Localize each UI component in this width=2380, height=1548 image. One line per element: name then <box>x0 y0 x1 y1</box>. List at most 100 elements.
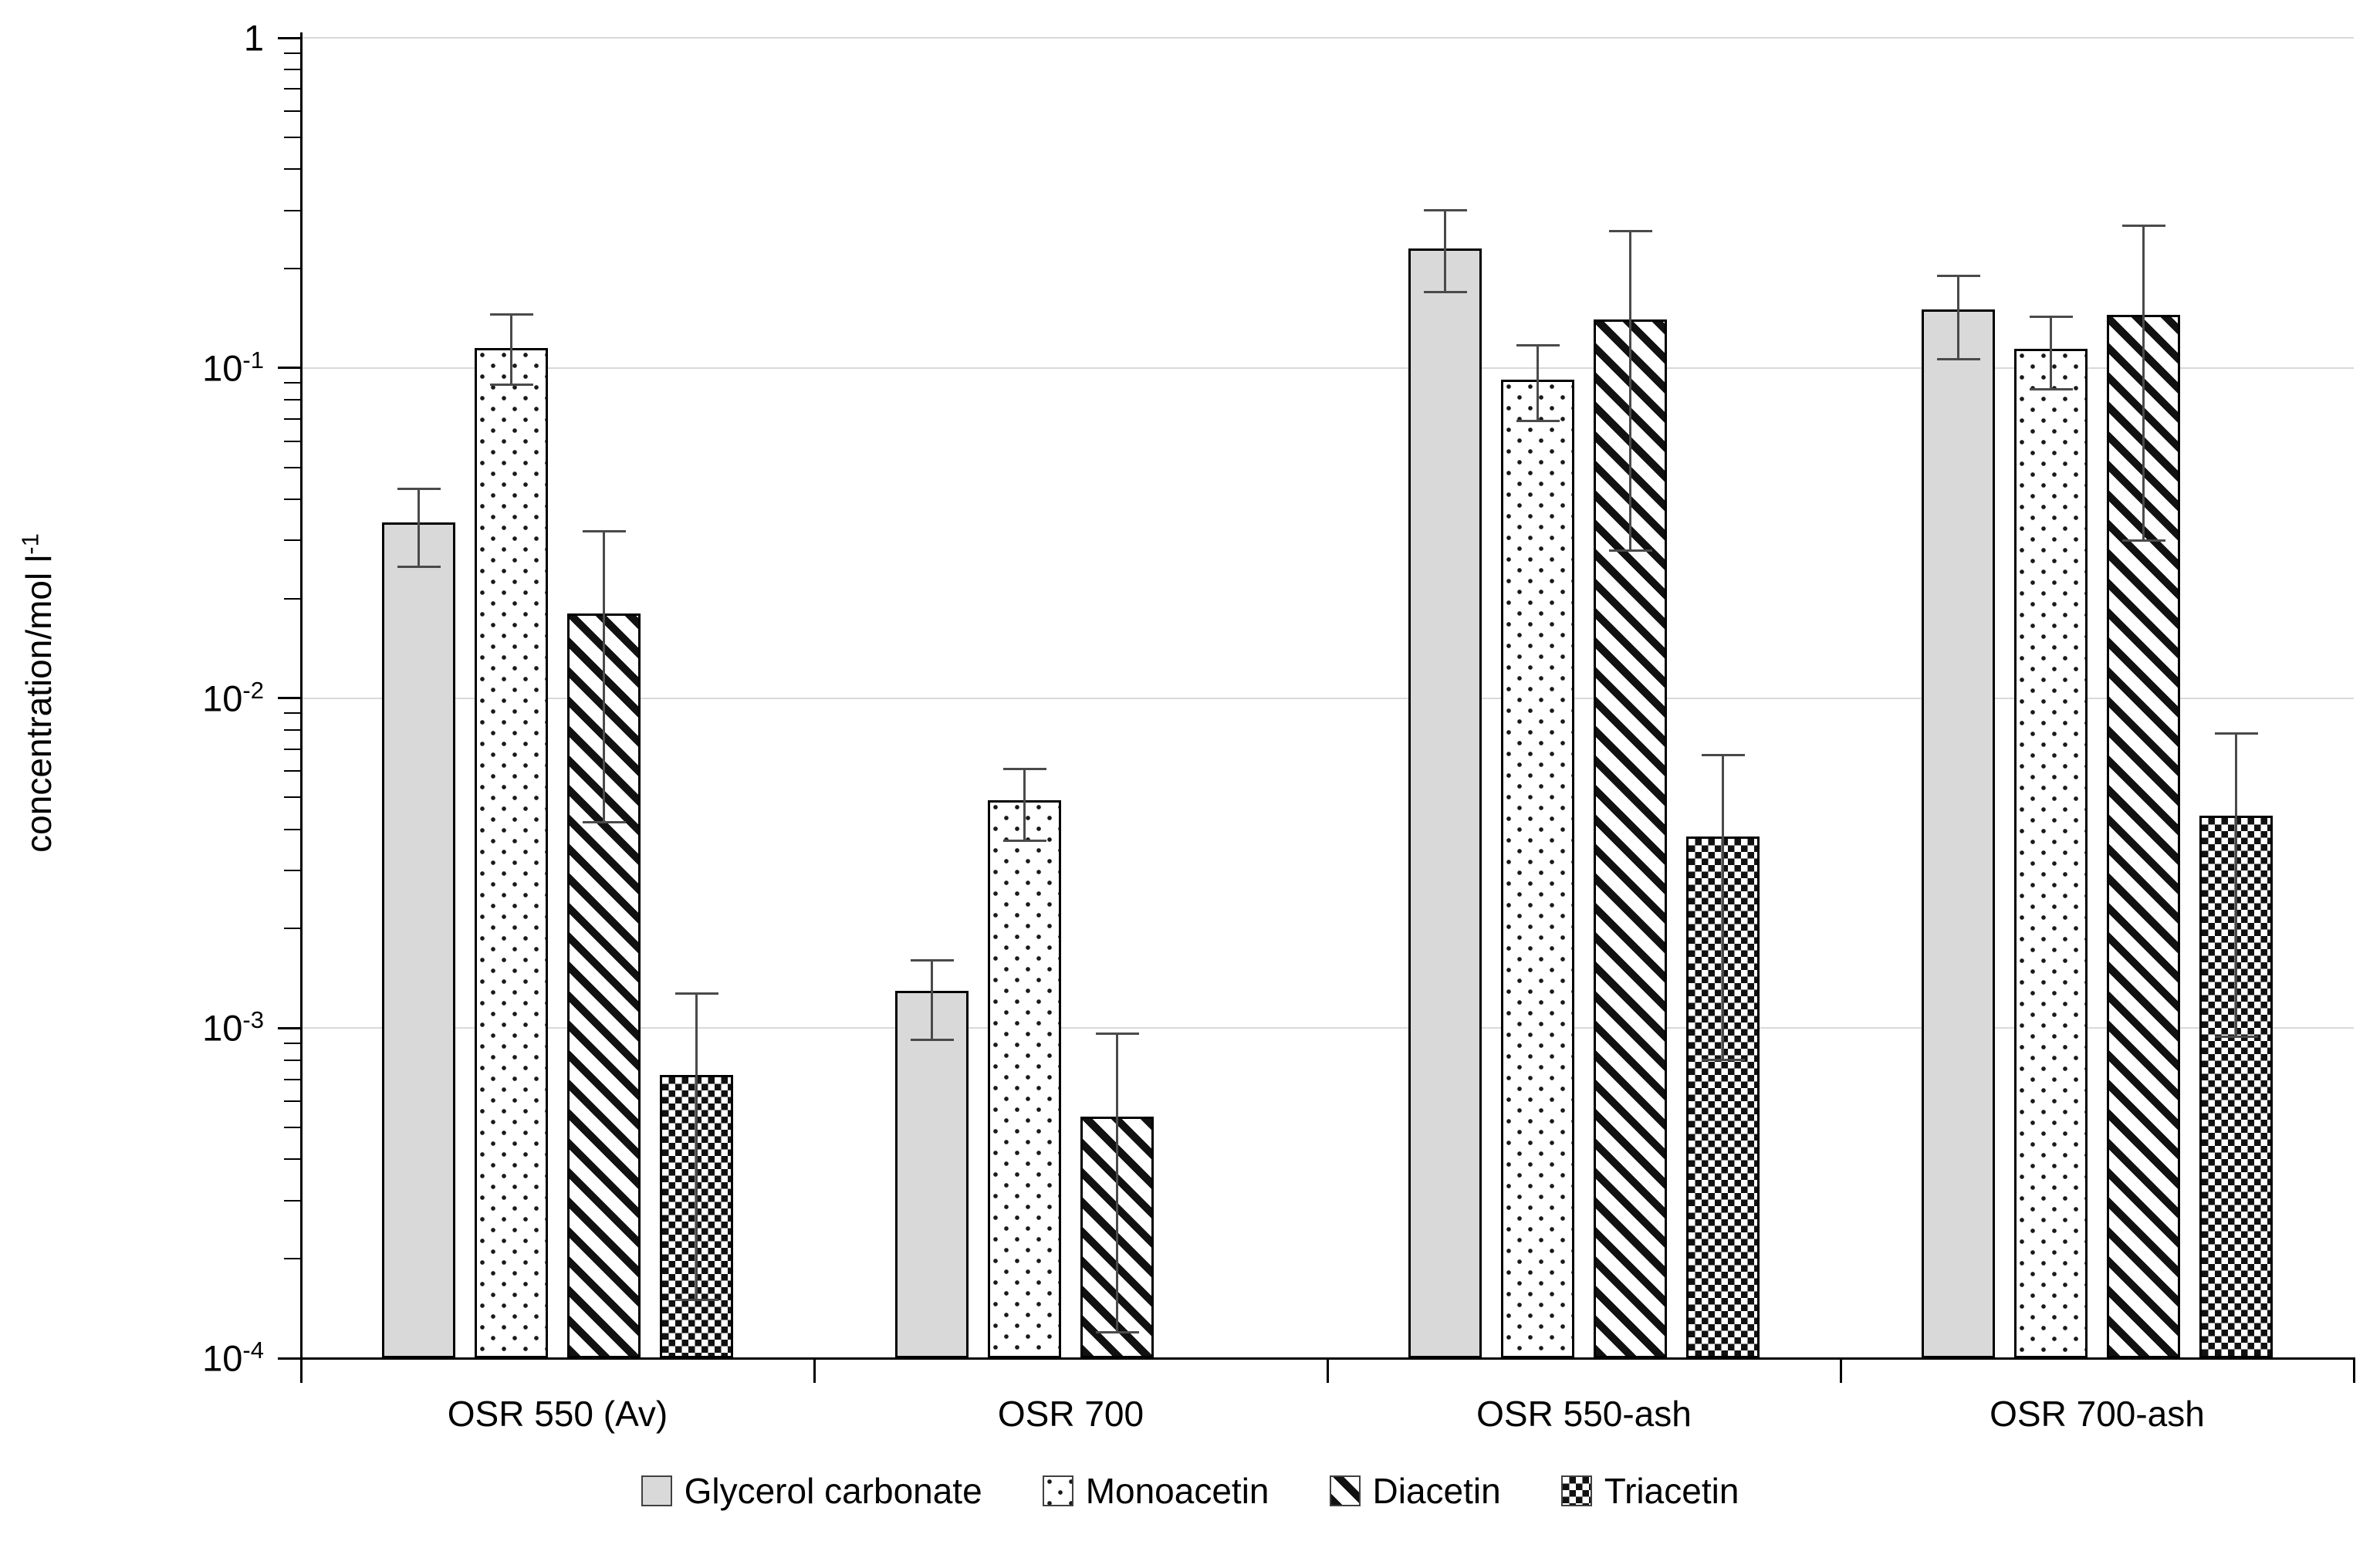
y-axis-minor-tick <box>284 136 301 138</box>
errorbar-cap-bottom-triacetin-osr-550-av <box>674 1299 718 1302</box>
y-axis-minor-tick <box>284 267 301 269</box>
y-axis-minor-tick <box>284 1078 301 1080</box>
errorbar-cap-top-monoacetin-osr-700-ash <box>2029 315 2073 318</box>
errorbar-cap-top-diacetin-osr-700 <box>1095 1033 1139 1036</box>
errorbar-cap-top-glycerol-carbonate-osr-550-ash <box>1423 209 1467 212</box>
errorbar-cap-top-monoacetin-osr-700 <box>1002 767 1046 770</box>
x-category-label-osr-700: OSR 700 <box>997 1394 1144 1434</box>
y-axis-minor-tick <box>284 597 301 600</box>
errorbar-cap-bottom-diacetin-osr-700 <box>1095 1330 1139 1333</box>
legend-item-glycerol-carbonate: Glycerol carbonate <box>641 1470 982 1512</box>
errorbar-cap-bottom-diacetin-osr-700-ash <box>2121 539 2165 542</box>
errorbar-cap-bottom-diacetin-osr-550-av <box>582 821 626 824</box>
y-axis-minor-tick <box>284 1258 301 1260</box>
errorbar-cap-bottom-glycerol-carbonate-osr-550-av <box>397 565 441 568</box>
y-axis-minor-tick <box>284 466 301 468</box>
errorbar-line-diacetin-osr-550-av <box>603 531 605 823</box>
legend: Glycerol carbonate Monoacetin Diacetin Tria… <box>0 1470 2380 1512</box>
errorbar-line-monoacetin-osr-550-ash <box>1537 345 1539 421</box>
y-axis-tick-label: 10-2 <box>202 676 264 718</box>
errorbar-cap-bottom-diacetin-osr-550-ash <box>1608 549 1652 552</box>
errorbar-cap-top-diacetin-osr-550-av <box>582 529 626 532</box>
legend-swatch-glycerol-carbonate-icon <box>641 1475 672 1506</box>
errorbar-line-monoacetin-osr-550-av <box>510 314 512 385</box>
y-axis-minor-tick <box>284 748 301 750</box>
errorbar-line-triacetin-osr-550-ash <box>1722 755 1724 1060</box>
y-axis-minor-tick <box>284 870 301 872</box>
y-axis-minor-tick <box>284 52 301 54</box>
errorbar-line-glycerol-carbonate-osr-550-ash <box>1444 210 1446 292</box>
errorbar-line-diacetin-osr-550-ash <box>1629 231 1631 551</box>
y-axis-minor-tick <box>284 418 301 420</box>
y-axis-title: concentration/mol l-1 <box>16 533 59 853</box>
x-axis-boundary-tick <box>299 1358 303 1383</box>
y-axis-major-tick <box>278 697 301 699</box>
x-category-label-osr-550-ash: OSR 550-ash <box>1476 1394 1692 1434</box>
errorbar-cap-top-glycerol-carbonate-osr-550-av <box>397 488 441 491</box>
bar-monoacetin-osr-700-ash <box>2014 349 2088 1358</box>
bar-glycerol-carbonate-osr-550-ash <box>1408 248 1482 1358</box>
y-axis-minor-tick <box>284 1059 301 1061</box>
errorbar-cap-bottom-triacetin-osr-550-ash <box>1701 1059 1745 1062</box>
y-axis-minor-tick <box>284 168 301 171</box>
gridline <box>301 367 2354 369</box>
errorbar-line-monoacetin-osr-700-ash <box>2050 316 2052 390</box>
bar-monoacetin-osr-550-ash <box>1501 380 1574 1358</box>
errorbar-cap-top-triacetin-osr-550-ash <box>1701 754 1745 757</box>
errorbar-line-triacetin-osr-550-av <box>695 993 698 1300</box>
errorbar-cap-top-triacetin-osr-700-ash <box>2214 732 2258 735</box>
errorbar-cap-bottom-glycerol-carbonate-osr-700-ash <box>1936 358 1980 361</box>
x-category-label-osr-700-ash: OSR 700-ash <box>1990 1394 2205 1434</box>
legend-swatch-triacetin-icon <box>1560 1475 1592 1506</box>
y-axis-minor-tick <box>284 88 301 90</box>
x-axis-boundary-tick <box>1839 1358 1842 1383</box>
legend-label-diacetin: Diacetin <box>1372 1471 1501 1511</box>
legend-swatch-monoacetin-icon <box>1042 1475 1073 1506</box>
y-axis-minor-tick <box>284 1158 301 1161</box>
errorbar-line-triacetin-osr-700-ash <box>2235 733 2237 1037</box>
errorbar-cap-top-monoacetin-osr-550-ash <box>1516 344 1560 347</box>
bar-glycerol-carbonate-osr-700 <box>895 990 969 1358</box>
legend-label-triacetin: Triacetin <box>1604 1471 1739 1511</box>
y-axis-minor-tick <box>284 770 301 772</box>
y-axis-minor-tick <box>284 1127 301 1129</box>
errorbar-cap-top-diacetin-osr-700-ash <box>2121 224 2165 227</box>
errorbar-cap-top-diacetin-osr-550-ash <box>1608 229 1652 232</box>
y-axis-minor-tick <box>284 1042 301 1044</box>
bar-monoacetin-osr-550-av <box>475 347 548 1358</box>
errorbar-line-glycerol-carbonate-osr-700 <box>931 960 933 1040</box>
errorbar-cap-bottom-glycerol-carbonate-osr-550-ash <box>1423 290 1467 293</box>
gridline <box>301 1027 2354 1029</box>
y-axis-minor-tick <box>284 440 301 442</box>
errorbar-line-diacetin-osr-700 <box>1116 1033 1118 1333</box>
y-axis-minor-tick <box>284 1100 301 1103</box>
errorbar-cap-bottom-monoacetin-osr-700-ash <box>2029 388 2073 391</box>
y-axis-tick-label: 10-4 <box>202 1336 264 1379</box>
errorbar-line-glycerol-carbonate-osr-550-av <box>418 488 420 567</box>
legend-item-triacetin: Triacetin <box>1560 1470 1739 1512</box>
y-axis-major-tick <box>278 36 301 39</box>
errorbar-cap-bottom-triacetin-osr-700-ash <box>2214 1036 2258 1039</box>
y-axis-minor-tick <box>284 110 301 112</box>
legend-swatch-diacetin-icon <box>1329 1475 1361 1506</box>
gridline <box>301 37 2354 39</box>
y-axis-minor-tick <box>284 209 301 211</box>
errorbar-line-diacetin-osr-700-ash <box>2142 225 2145 541</box>
bar-monoacetin-osr-700 <box>988 800 1061 1358</box>
y-axis-major-tick <box>278 1357 301 1360</box>
gridline <box>301 697 2354 699</box>
errorbar-cap-bottom-monoacetin-osr-700 <box>1002 839 1046 842</box>
errorbar-cap-bottom-monoacetin-osr-550-ash <box>1516 420 1560 423</box>
legend-item-diacetin: Diacetin <box>1329 1470 1501 1512</box>
legend-label-glycerol-carbonate: Glycerol carbonate <box>684 1471 982 1511</box>
x-category-label-osr-550-av: OSR 550 (Av) <box>447 1394 668 1434</box>
errorbar-line-monoacetin-osr-700 <box>1023 769 1026 841</box>
bar-glycerol-carbonate-osr-700-ash <box>1922 309 1995 1358</box>
y-axis-line <box>299 32 303 1360</box>
y-axis-major-tick <box>278 367 301 370</box>
x-axis-boundary-tick <box>813 1358 816 1383</box>
errorbar-cap-top-glycerol-carbonate-osr-700-ash <box>1936 275 1980 277</box>
y-axis-minor-tick <box>284 382 301 384</box>
x-axis-boundary-tick <box>1326 1358 1329 1383</box>
